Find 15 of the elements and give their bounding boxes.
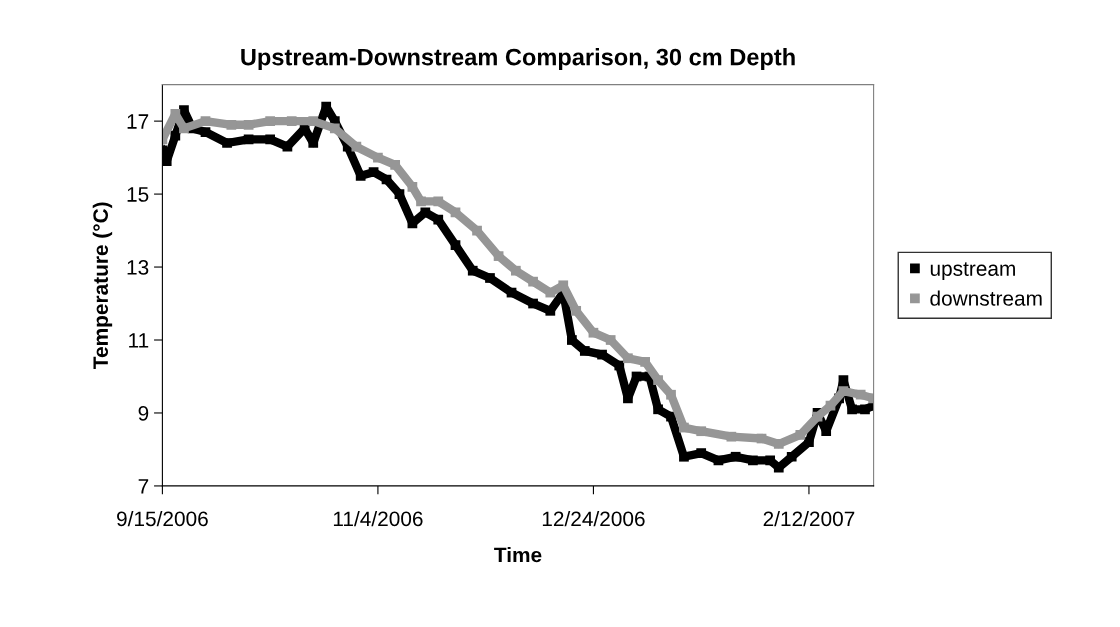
- x-tick-label: 11/4/2006: [333, 510, 423, 527]
- y-tick-label: 17: [127, 114, 149, 129]
- y-tick-label: 7: [138, 479, 149, 494]
- y-tick-label: 13: [127, 260, 149, 275]
- y-tick-label: 15: [127, 187, 149, 202]
- chart-title: Upstream-Downstream Comparison, 30 cm Depth: [241, 48, 795, 71]
- y-tick-label: 9: [138, 405, 149, 421]
- y-axis-title: Temperature (°C): [92, 202, 113, 369]
- x-axis-title: Time: [494, 547, 542, 563]
- legend-label: downstream: [930, 290, 1042, 306]
- x-tick-label: 9/15/2006: [117, 510, 208, 527]
- y-tick-label: 11: [129, 333, 149, 348]
- legend-label: upstream: [930, 262, 1015, 281]
- x-tick-label: 12/24/2006: [542, 510, 645, 527]
- x-tick-label: 2/12/2007: [763, 510, 855, 527]
